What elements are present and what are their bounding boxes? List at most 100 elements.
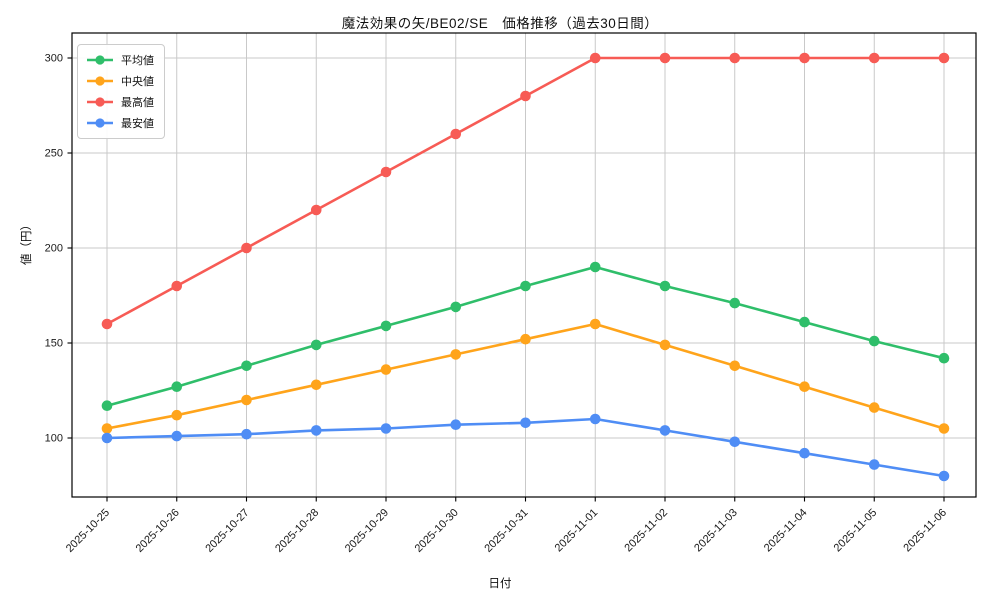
y-tick-label: 300 (45, 53, 63, 65)
x-tick-label: 2025-10-29 (343, 507, 391, 555)
legend-label-average: 平均値 (121, 55, 154, 67)
x-tick-label: 2025-10-30 (413, 507, 461, 555)
point-min-5 (450, 419, 462, 431)
x-tick-label-group: 2025-11-01 (553, 507, 601, 555)
point-average-6 (520, 280, 531, 292)
plot-frame (71, 32, 977, 498)
y-tick-label: 250 (45, 148, 63, 160)
legend-item-median: 中央値 (86, 73, 154, 89)
x-tick-label: 2025-10-27 (203, 507, 251, 555)
point-median-5 (450, 349, 462, 360)
point-average-4 (380, 320, 392, 332)
legend-label-min: 最安値 (121, 118, 154, 130)
point-max-5 (450, 128, 462, 140)
point-average-5 (450, 301, 462, 313)
point-median-8 (659, 339, 671, 351)
point-max-11 (868, 52, 880, 64)
point-min-8 (659, 425, 671, 436)
y-tick-label: 200 (45, 243, 63, 255)
x-tick-label-group: 2025-11-06 (901, 507, 949, 555)
x-tick-label-group: 2025-10-29 (343, 507, 391, 555)
legend-marker-max (87, 97, 113, 107)
point-max-8 (659, 52, 671, 64)
x-tick-label: 2025-10-31 (482, 507, 530, 555)
point-max-1 (171, 280, 183, 292)
point-median-9 (729, 360, 741, 372)
legend-marker-min (87, 118, 113, 128)
legend-item-max: 最高値 (86, 94, 154, 110)
x-tick-label: 2025-11-02 (622, 507, 670, 555)
point-average-8 (659, 280, 671, 292)
y-tick-label: 150 (45, 338, 63, 350)
x-tick-label-group: 2025-10-30 (413, 507, 461, 555)
point-median-11 (868, 402, 880, 413)
x-tick-label-group: 2025-11-03 (692, 507, 740, 555)
point-max-3 (310, 204, 322, 216)
point-median-1 (171, 409, 183, 421)
point-median-3 (310, 379, 322, 391)
point-median-4 (380, 364, 392, 375)
point-min-6 (520, 417, 531, 429)
point-max-2 (241, 242, 252, 254)
point-average-12 (938, 352, 950, 364)
x-tick-label-group: 2025-11-02 (622, 507, 670, 555)
legend-label-median: 中央値 (121, 76, 154, 88)
x-tick-label-group: 2025-11-04 (762, 507, 810, 555)
point-average-3 (310, 339, 322, 351)
point-min-4 (380, 423, 392, 434)
chart-legend: 平均値中央値最高値最安値 (77, 44, 165, 139)
x-tick-label: 2025-11-01 (553, 507, 601, 555)
legend-marker-median (87, 76, 113, 86)
axis-ticks (67, 57, 945, 502)
point-min-3 (310, 425, 322, 436)
point-max-12 (938, 52, 950, 64)
point-median-6 (520, 333, 531, 345)
point-min-2 (241, 428, 252, 440)
point-average-0 (101, 400, 113, 412)
point-average-9 (729, 297, 741, 309)
legend-item-average: 平均値 (86, 52, 154, 68)
legend-item-min: 最安値 (86, 115, 154, 131)
x-tick-label-group: 2025-10-27 (203, 507, 251, 555)
point-min-0 (101, 432, 113, 444)
point-median-0 (101, 423, 113, 434)
point-average-10 (799, 316, 810, 328)
point-max-7 (589, 52, 601, 64)
x-tick-label: 2025-10-26 (134, 507, 182, 555)
x-axis-label: 日付 (488, 578, 512, 590)
grid (72, 33, 976, 497)
point-min-11 (868, 459, 880, 470)
x-tick-label: 2025-11-03 (692, 507, 740, 555)
point-max-4 (380, 166, 392, 178)
x-tick-label-group: 2025-10-25 (64, 507, 112, 555)
point-median-2 (241, 394, 252, 406)
point-min-12 (938, 470, 950, 482)
x-tick-label-group: 2025-10-31 (482, 507, 530, 555)
x-tick-label-group: 2025-10-28 (273, 507, 321, 555)
point-average-7 (589, 261, 601, 273)
point-max-0 (101, 318, 113, 330)
point-median-7 (589, 318, 601, 330)
point-min-7 (589, 413, 601, 425)
point-median-10 (799, 381, 810, 393)
x-tick-label: 2025-10-25 (64, 507, 112, 555)
x-tick-label-group: 2025-10-26 (134, 507, 182, 555)
x-tick-label-group: 2025-11-05 (832, 507, 880, 555)
point-max-10 (799, 52, 810, 64)
point-average-11 (868, 335, 880, 347)
x-tick-label: 2025-10-28 (273, 507, 321, 555)
legend-label-max: 最高値 (121, 97, 154, 109)
point-min-1 (171, 430, 183, 442)
point-max-9 (729, 52, 741, 64)
chart-title: 魔法効果の矢/BE02/SE 価格推移（過去30日間） (341, 16, 659, 31)
point-min-9 (729, 436, 741, 448)
x-tick-label: 2025-11-05 (832, 507, 880, 555)
legend-marker-average (87, 55, 113, 65)
point-average-1 (171, 381, 183, 393)
x-tick-label: 2025-11-06 (901, 507, 949, 555)
y-tick-label: 100 (45, 433, 63, 445)
point-median-12 (938, 423, 950, 434)
point-average-2 (241, 360, 252, 372)
